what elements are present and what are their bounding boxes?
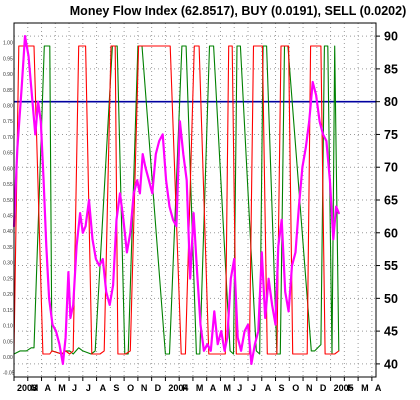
x-tick-label: S <box>113 383 119 393</box>
right-tick-label: 45 <box>384 325 398 339</box>
left-tick-label: 0.00 <box>3 355 13 361</box>
x-tick-label: M <box>58 383 65 393</box>
left-tick-label: 0.25 <box>3 276 13 282</box>
x-tick-label: 2005 <box>334 383 354 393</box>
x-tick-label: A <box>210 383 217 393</box>
x-tick-label: J <box>72 383 77 393</box>
x-tick-label: M <box>196 383 204 393</box>
x-tick-label: O <box>292 383 299 393</box>
x-tick-label: 2004 <box>168 383 188 393</box>
left-tick-label: 0.95 <box>3 56 13 62</box>
x-tick-label: J <box>251 383 256 393</box>
series-layer <box>12 34 340 365</box>
right-tick-label: 40 <box>384 357 398 371</box>
left-axis-ticks: 1.00 0.95 0.90 0.85 0.80 0.75 0.70 0.65 0.60 0.55… <box>3 41 15 377</box>
x-tick-label: J <box>237 383 242 393</box>
x-tick-label: A <box>100 383 107 393</box>
x-tick-label: F <box>347 383 353 393</box>
mfi-series-line <box>12 34 340 365</box>
right-tick-label: 75 <box>384 128 398 142</box>
x-tick-label: N <box>306 383 313 393</box>
left-tick-label: 0.80 <box>3 103 13 109</box>
x-tick-label: A <box>45 383 52 393</box>
right-tick-label: 50 <box>384 292 398 306</box>
x-tick-label: A <box>265 383 272 393</box>
left-tick-label: 0.50 <box>3 198 13 204</box>
left-tick-label: 0.35 <box>3 245 13 251</box>
right-tick-label: 90 <box>384 30 398 44</box>
plot-frame <box>13 22 377 378</box>
x-tick-label: F <box>182 383 188 393</box>
right-tick-label: 70 <box>384 161 398 175</box>
x-tick-label: S <box>279 383 285 393</box>
left-tick-label: 0.85 <box>3 88 13 94</box>
sell-series-line <box>13 45 340 355</box>
right-tick-label: 65 <box>384 194 398 208</box>
left-tick-label: 0.05 <box>3 339 13 345</box>
left-tick-label: 0.10 <box>3 324 13 330</box>
x-tick-label: N <box>141 383 148 393</box>
left-tick-label: -0.05 <box>3 371 15 377</box>
right-tick-label: 60 <box>384 226 398 240</box>
x-tick-label: 2003 <box>17 383 37 393</box>
x-tick-label: M <box>31 383 39 393</box>
right-axis-ticks: 90 85 80 75 70 65 60 55 50 45 40 <box>376 30 398 371</box>
grid-lines <box>14 23 376 377</box>
left-tick-label: 0.60 <box>3 166 13 172</box>
left-tick-label: 0.70 <box>3 135 13 141</box>
left-tick-label: 0.45 <box>3 214 13 220</box>
x-tick-label: D <box>155 383 162 393</box>
left-tick-label: 0.15 <box>3 308 13 314</box>
right-tick-label: 55 <box>384 259 398 273</box>
left-tick-label: 0.55 <box>3 182 13 188</box>
x-tick-label: D <box>320 383 327 393</box>
x-tick-label: M <box>361 383 369 393</box>
left-tick-label: 0.65 <box>3 151 13 157</box>
left-tick-label: 0.30 <box>3 261 13 267</box>
left-tick-label: 0.90 <box>3 72 13 78</box>
left-tick-label: 0.20 <box>3 292 13 298</box>
right-tick-label: 80 <box>384 95 398 109</box>
x-tick-label: O <box>127 383 134 393</box>
x-tick-label: A <box>375 383 382 393</box>
chart-title: Money Flow Index (62.8517), BUY (0.0191)… <box>70 4 406 18</box>
left-tick-label: 0.75 <box>3 119 13 125</box>
x-tick-label: J <box>86 383 91 393</box>
right-tick-label: 85 <box>384 62 398 76</box>
left-tick-label: 1.00 <box>3 41 13 47</box>
x-tick-label: M <box>223 383 231 393</box>
left-tick-label: 0.40 <box>3 229 13 235</box>
